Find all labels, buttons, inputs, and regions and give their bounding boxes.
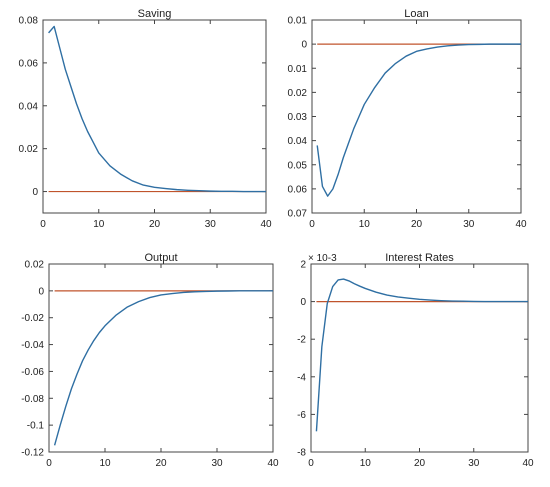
chart-panel-3: Output 0 10 20 30 40 0.02 0 -0.02 -0.04 -0.06 -0.08… <box>21 252 279 469</box>
y-tick-label: -2 <box>297 335 306 346</box>
y-tick-label: -4 <box>297 372 306 383</box>
chart-title: Loan <box>404 8 428 20</box>
y-tick-label: -6 <box>297 410 306 421</box>
y-tick-label: -0.12 <box>21 448 44 459</box>
x-tick-label: 30 <box>205 219 217 230</box>
x-tick-label: 0 <box>46 458 52 469</box>
y-tick-label: 2 <box>300 260 306 271</box>
x-tick-label: 10 <box>99 458 111 469</box>
series-line <box>48 25 266 193</box>
y-tick-label: 0.02 <box>19 144 39 155</box>
y-tick-label: 0 <box>32 187 38 198</box>
y-tick-label: -0.1 <box>27 421 45 432</box>
y-tick-label: 0.08 <box>19 16 39 27</box>
x-tick-label: 10 <box>360 458 372 469</box>
y-tick-label: 0.07 <box>288 209 308 220</box>
x-tick-label: 40 <box>522 458 534 469</box>
y-tick-label: 0.02 <box>288 88 308 99</box>
y-tick-label: 0 <box>300 297 306 308</box>
chart-title: Output <box>144 252 177 264</box>
x-tick-label: 0 <box>309 219 315 230</box>
x-tick-label: 0 <box>308 458 314 469</box>
chart-title: Saving <box>138 8 172 20</box>
plot-frame <box>310 263 529 453</box>
plot-frame <box>48 263 274 453</box>
plot-frame <box>42 19 267 214</box>
x-tick-label: 30 <box>463 219 475 230</box>
y-tick-label: 0.01 <box>288 64 308 75</box>
series-line <box>53 290 273 446</box>
x-tick-label: 10 <box>359 219 371 230</box>
x-tick-label: 0 <box>40 219 46 230</box>
chart-title: Interest Rates <box>385 252 454 264</box>
y-tick-label: -8 <box>297 448 306 459</box>
y-tick-label: 0 <box>301 40 307 51</box>
y-tick-label: 0.03 <box>288 112 308 123</box>
y-tick-label: 0.01 <box>288 16 308 27</box>
x-tick-label: 20 <box>155 458 167 469</box>
y-tick-label: 0.06 <box>288 184 308 195</box>
x-tick-label: 40 <box>515 219 527 230</box>
chart-panel-1: Saving 0 10 20 30 40 0 0.02 0.04 0.06 0.08 <box>19 8 272 230</box>
x-tick-label: 10 <box>93 219 105 230</box>
y-tick-label: -0.08 <box>21 394 44 405</box>
chart-panel-2: Loan 0 10 20 30 40 0.01 0 0.01 0.02 0.03 0.04 0.05 0.… <box>288 8 527 230</box>
axis-scale-label: × 10-3 <box>308 253 337 264</box>
y-tick-label: 0 <box>38 286 44 297</box>
y-tick-label: 0.06 <box>19 58 39 69</box>
y-tick-label: 0.05 <box>288 160 308 171</box>
x-tick-label: 20 <box>149 219 161 230</box>
series-line <box>315 278 528 432</box>
x-tick-label: 30 <box>211 458 223 469</box>
x-tick-label: 40 <box>260 219 272 230</box>
y-tick-label: 0.04 <box>288 136 308 147</box>
series-line <box>316 43 521 197</box>
x-tick-label: 30 <box>468 458 480 469</box>
x-tick-label: 40 <box>267 458 279 469</box>
y-tick-label: -0.04 <box>21 340 44 351</box>
x-tick-label: 20 <box>414 458 426 469</box>
y-tick-label: 0.02 <box>25 260 45 271</box>
x-tick-label: 20 <box>411 219 423 230</box>
plot-frame <box>311 19 522 214</box>
y-tick-label: -0.02 <box>21 313 44 324</box>
y-tick-label: 0.04 <box>19 101 39 112</box>
y-tick-label: -0.06 <box>21 367 44 378</box>
